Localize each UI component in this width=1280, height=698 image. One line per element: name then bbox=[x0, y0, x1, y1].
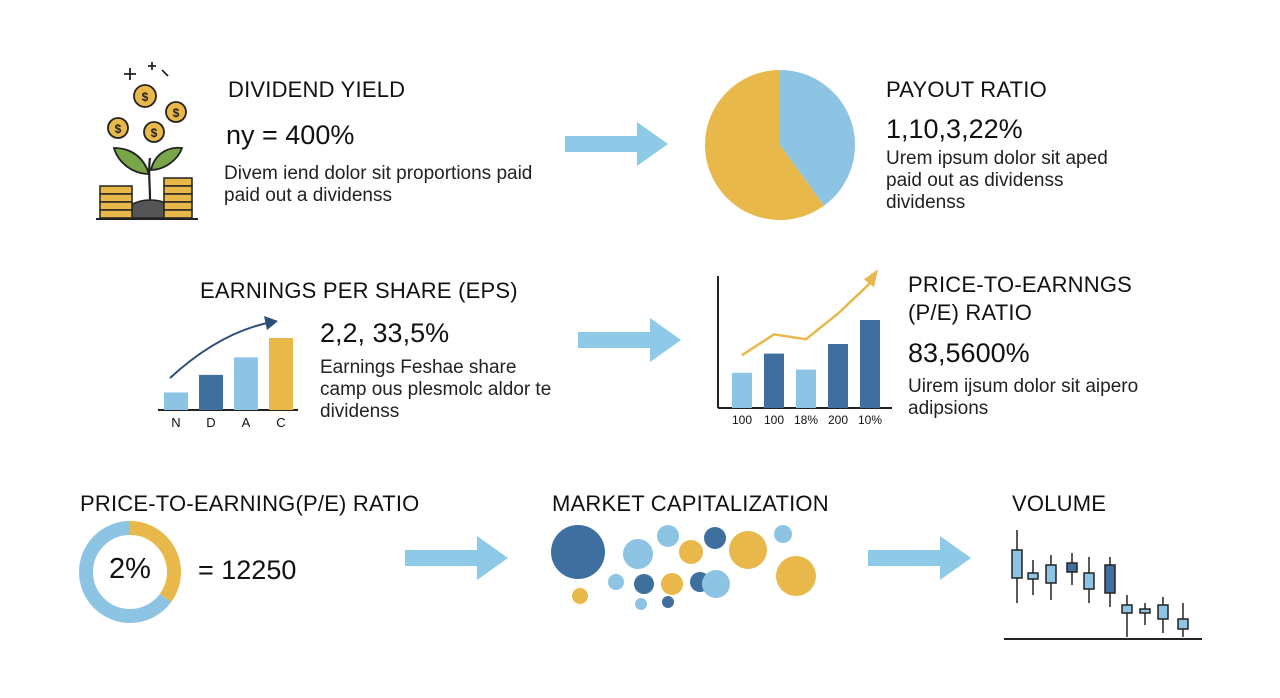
bar-0 bbox=[732, 372, 752, 408]
volume-heading: VOLUME bbox=[1012, 491, 1107, 516]
trend-arrowhead bbox=[264, 316, 278, 330]
payout-ratio-heading: PAYOUT RATIO bbox=[886, 77, 1047, 102]
tick-label: C bbox=[276, 415, 285, 430]
pe-donut-heading: PRICE-TO-EARNING(P/E) RATIO bbox=[80, 491, 420, 516]
arrow-right-icon bbox=[868, 536, 971, 580]
dividend-yield-heading: DIVIDEND YIELD bbox=[228, 77, 406, 102]
candlestick-icon bbox=[1004, 530, 1202, 640]
tick-label: 10% bbox=[858, 413, 882, 427]
arrow-right-icon bbox=[578, 318, 681, 362]
tick-label: 100 bbox=[764, 413, 784, 427]
pe-ratio-bar-chart: 100 100 18% 200 10% bbox=[717, 269, 892, 427]
svg-text:$: $ bbox=[173, 106, 180, 120]
svg-text:$: $ bbox=[142, 90, 149, 104]
eps-value: 2,2, 33,5% bbox=[320, 318, 450, 348]
bar-4 bbox=[860, 320, 880, 408]
svg-text:$: $ bbox=[115, 122, 122, 136]
payout-ratio-pie-chart bbox=[705, 70, 855, 220]
tick-label: A bbox=[242, 415, 251, 430]
eps-heading: EARNINGS PER SHARE (EPS) bbox=[200, 278, 518, 303]
market-cap-heading: MARKET CAPITALIZATION bbox=[552, 491, 829, 516]
tick-label: 100 bbox=[732, 413, 752, 427]
pe-ratio-heading-line1: PRICE-TO-EARNNGS bbox=[908, 272, 1133, 297]
payout-ratio-description: Urem ipsum dolor sit aped paid out as di… bbox=[886, 148, 1108, 213]
arrow-right-icon bbox=[565, 122, 668, 166]
trend-arrowhead bbox=[864, 269, 878, 288]
tick-label: 18% bbox=[794, 413, 818, 427]
money-plant-icon: $ $ $ $ bbox=[96, 62, 198, 220]
bar-2 bbox=[796, 369, 816, 408]
payout-ratio-value: 1,10,3,22% bbox=[886, 114, 1023, 144]
pe-ratio-donut-chart bbox=[79, 521, 181, 623]
donut-center-label: 2% bbox=[109, 553, 151, 585]
bar-3 bbox=[269, 338, 293, 410]
tick-label: N bbox=[171, 415, 180, 430]
bar-1 bbox=[199, 374, 223, 410]
bar-0 bbox=[164, 392, 188, 410]
eps-description: Earnings Feshae share camp ous plesmolc … bbox=[320, 357, 552, 422]
tick-label: 200 bbox=[828, 413, 848, 427]
trend-arrow bbox=[169, 321, 273, 379]
tick-label: D bbox=[206, 415, 215, 430]
pe-ratio-heading-line2: (P/E) RATIO bbox=[908, 300, 1033, 325]
pe-ratio-value: 83,5600% bbox=[908, 338, 1030, 368]
pe-donut-value: = 12250 bbox=[198, 555, 297, 585]
dividend-yield-value: ny = 400% bbox=[226, 120, 355, 150]
bar-2 bbox=[234, 357, 258, 410]
dividend-yield-description: Divem iend dolor sit proportions paid pa… bbox=[224, 163, 533, 206]
pe-ratio-description: Uirem ijsum dolor sit aipero adipsions bbox=[908, 376, 1139, 419]
svg-text:$: $ bbox=[151, 126, 158, 140]
bar-1 bbox=[764, 353, 784, 408]
donut-segment-1 bbox=[79, 521, 181, 623]
pie-slice-0 bbox=[705, 70, 825, 220]
pie-slice-1 bbox=[780, 70, 855, 206]
arrow-right-icon bbox=[405, 536, 508, 580]
bubble-cluster-icon bbox=[551, 525, 816, 610]
bar-3 bbox=[828, 344, 848, 408]
trend-line bbox=[741, 282, 871, 357]
